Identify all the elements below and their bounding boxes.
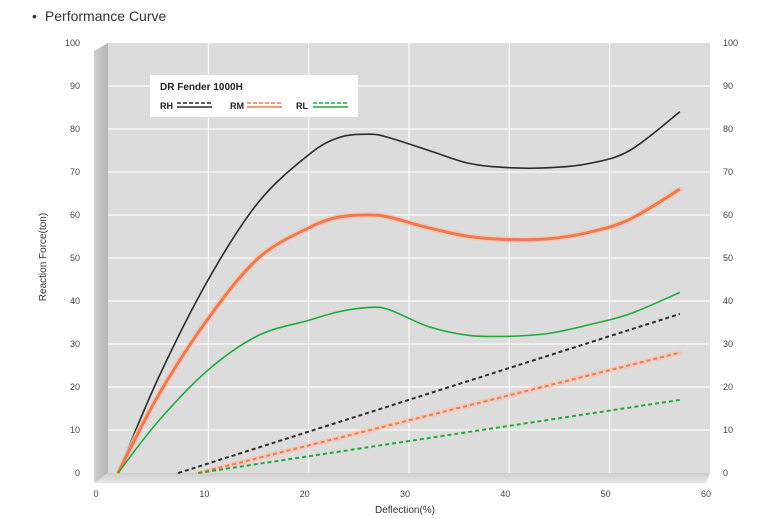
y-tick-label: 20 — [70, 382, 80, 392]
y-tick-label: 90 — [70, 81, 80, 91]
y-tick-label: 60 — [70, 210, 80, 220]
y-tick-label: 30 — [70, 339, 80, 349]
x-tick-label: 60 — [701, 489, 711, 499]
x-tick-label: 50 — [601, 489, 611, 499]
y2-tick-label: 0 — [723, 468, 728, 478]
y2-tick-label: 80 — [723, 124, 733, 134]
plot-floor — [94, 473, 710, 483]
y-tick-label: 70 — [70, 167, 80, 177]
grid-lines — [108, 43, 710, 473]
x-tick-label: 40 — [500, 489, 510, 499]
y2-tick-label: 30 — [723, 339, 733, 349]
series-line-rh-solid — [117, 111, 681, 474]
y2-tick-label: 40 — [723, 296, 733, 306]
series-line-rm-solid — [116, 187, 681, 474]
y2-tick-label: 100 — [723, 38, 738, 48]
y-tick-label: 0 — [75, 468, 80, 478]
legend-label-rh: RH — [160, 101, 173, 111]
x-axis-label: Deflection(%) — [375, 505, 435, 516]
plot-left-wall — [94, 43, 108, 483]
x-tick-label: 10 — [199, 489, 209, 499]
section-title: Performance Curve — [44, 8, 167, 24]
y2-tick-label: 70 — [723, 167, 733, 177]
y-axis-label: Reaction Force(ton) — [38, 213, 49, 301]
y2-tick-label: 50 — [723, 253, 733, 263]
y-tick-label: 10 — [70, 425, 80, 435]
y2-tick-label: 10 — [723, 425, 733, 435]
x-tick-label: 20 — [300, 489, 310, 499]
legend-box — [150, 75, 358, 117]
y2-tick-label: 90 — [723, 81, 733, 91]
y-tick-label: 50 — [70, 253, 80, 263]
legend-label-rm: RM — [230, 101, 244, 111]
x-tick-label: 30 — [400, 489, 410, 499]
series-line-rm-dashed — [198, 351, 681, 474]
y2-tick-label: 20 — [723, 382, 733, 392]
y-tick-label: 80 — [70, 124, 80, 134]
series-line-rh-dashed — [177, 312, 681, 474]
series-lines — [115, 111, 683, 476]
y-tick-label: 100 — [65, 38, 80, 48]
legend-title: DR Fender 1000H — [160, 82, 243, 93]
x-tick-label: 0 — [93, 489, 98, 499]
section-heading: • Performance Curve — [32, 8, 166, 24]
legend: DR Fender 1000H RH RM RL — [150, 75, 358, 117]
bullet: • — [32, 8, 37, 24]
y2-tick-label: 60 — [723, 210, 733, 220]
legend-label-rl: RL — [296, 101, 308, 111]
series-line-rl-solid — [117, 291, 681, 474]
axis-ticks: 0102030405060708090100010203040506070809… — [65, 38, 738, 499]
y-tick-label: 40 — [70, 296, 80, 306]
